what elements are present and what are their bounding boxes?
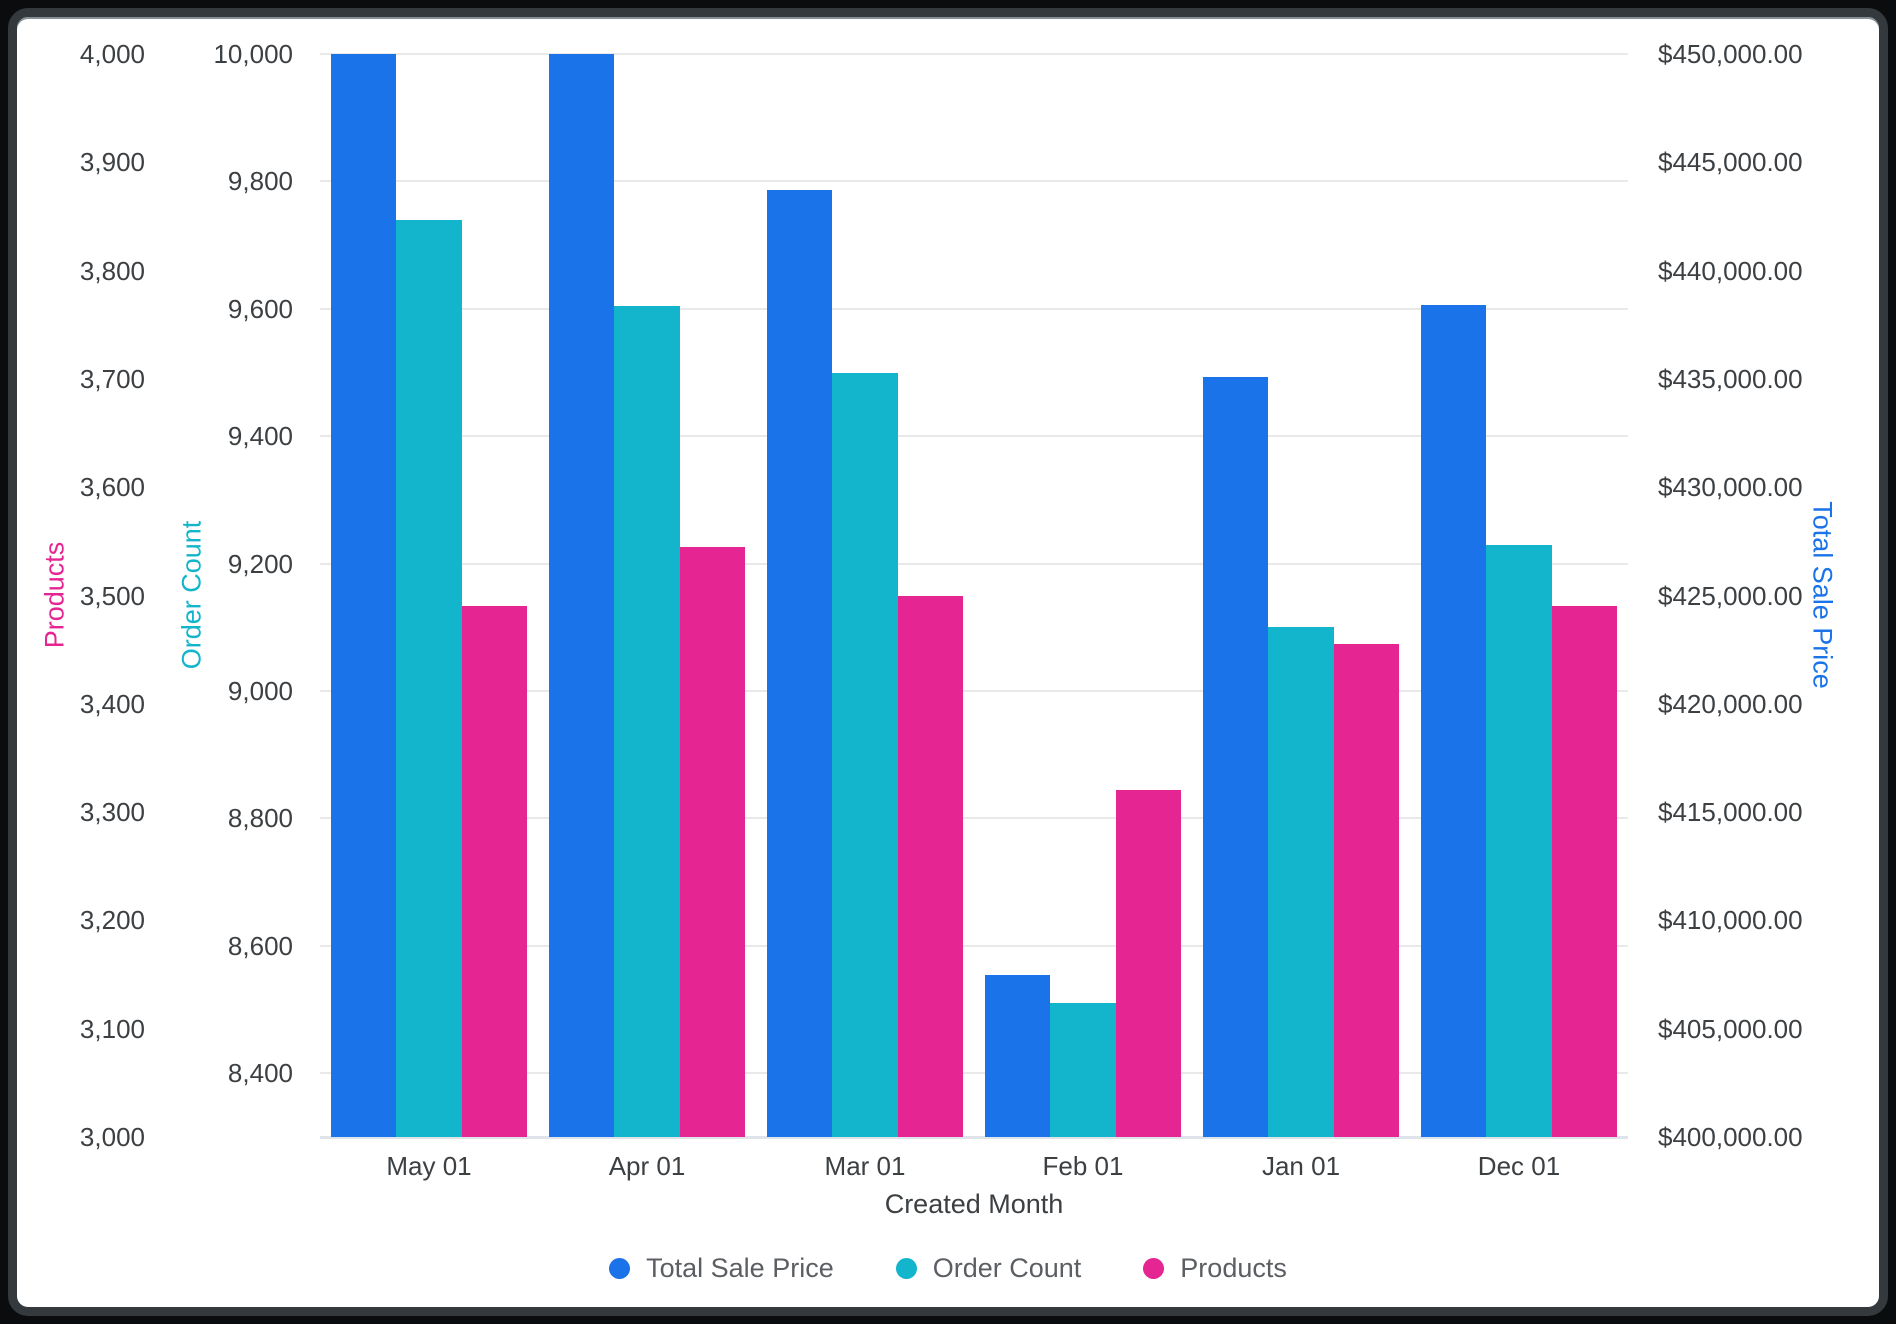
y-tick-label: 8,800 <box>227 803 293 834</box>
bar-order-count-jan-01[interactable] <box>1268 627 1334 1137</box>
y-tick-label: 9,000 <box>227 676 293 707</box>
y-tick-label: 10,000 <box>213 39 293 69</box>
bar-total-sale-price-jan-01[interactable] <box>1203 376 1269 1137</box>
gridline <box>320 817 1628 820</box>
gridline <box>320 690 1628 693</box>
y-tick-label: $430,000.00 <box>1658 472 1803 503</box>
bar-order-count-may-01[interactable] <box>396 219 462 1137</box>
gridline <box>320 562 1628 565</box>
y-tick-label: 9,200 <box>227 548 293 579</box>
bar-total-sale-price-may-01[interactable] <box>331 54 397 1137</box>
legend: Total Sale Price Order Count Products <box>0 1247 1896 1289</box>
x-tick-label: Dec 01 <box>1477 1151 1561 1181</box>
y-tick-label: 3,600 <box>79 472 145 503</box>
bar-products-jan-01[interactable] <box>1333 644 1399 1137</box>
y-tick-label: 3,300 <box>79 797 145 828</box>
bar-products-mar-01[interactable] <box>897 595 963 1137</box>
gridline <box>320 435 1628 438</box>
legend-swatch-icon <box>609 1257 631 1279</box>
legend-label: Products <box>1180 1252 1287 1283</box>
y-tick-label: $420,000.00 <box>1658 688 1803 719</box>
legend-label: Total Sale Price <box>646 1252 834 1283</box>
gridline <box>320 53 1628 55</box>
y-tick-label: 3,900 <box>79 147 145 178</box>
y-tick-label: 8,600 <box>227 930 293 961</box>
bar-products-feb-01[interactable] <box>1115 790 1181 1137</box>
y-tick-label: $435,000.00 <box>1658 363 1803 394</box>
legend-item-products[interactable]: Products <box>1143 1253 1287 1284</box>
bar-order-count-dec-01[interactable] <box>1486 544 1552 1137</box>
gridline <box>320 1072 1628 1075</box>
y-tick-label: $445,000.00 <box>1658 147 1803 178</box>
bar-total-sale-price-dec-01[interactable] <box>1421 305 1487 1137</box>
x-tick-label: Jan 01 <box>1261 1151 1341 1181</box>
y-tick-label: $410,000.00 <box>1658 905 1803 936</box>
x-axis-baseline <box>320 1136 1628 1139</box>
y-tick-label: 3,100 <box>79 1013 145 1044</box>
y-tick-label: $400,000.00 <box>1658 1122 1803 1152</box>
y-axis-title-total-sale-price: Total Sale Price <box>1807 501 1838 689</box>
y-tick-label: $440,000.00 <box>1658 255 1803 286</box>
bar-order-count-feb-01[interactable] <box>1050 1003 1116 1137</box>
y-tick-label: 3,700 <box>79 363 145 394</box>
bar-order-count-apr-01[interactable] <box>614 305 680 1137</box>
legend-item-total-sale-price[interactable]: Total Sale Price <box>609 1253 834 1284</box>
y-axis-title-order-count: Order Count <box>176 520 207 670</box>
y-tick-label: 3,500 <box>79 580 145 611</box>
bar-total-sale-price-mar-01[interactable] <box>767 190 833 1137</box>
x-tick-label: May 01 <box>386 1151 472 1181</box>
bar-products-apr-01[interactable] <box>679 546 745 1137</box>
x-tick-label: Apr 01 <box>608 1151 686 1181</box>
y-tick-label: 3,400 <box>79 688 145 719</box>
y-tick-label: 4,000 <box>79 39 145 69</box>
legend-item-order-count[interactable]: Order Count <box>895 1252 1082 1284</box>
gridline <box>320 307 1628 310</box>
y-tick-label: 9,600 <box>227 293 293 324</box>
y-tick-label: $405,000.00 <box>1658 1013 1803 1044</box>
bar-order-count-mar-01[interactable] <box>832 372 898 1137</box>
bar-products-may-01[interactable] <box>461 606 527 1137</box>
y-tick-label: 3,000 <box>79 1122 145 1152</box>
bar-products-dec-01[interactable] <box>1551 606 1617 1137</box>
y-tick-label: 8,400 <box>227 1058 293 1089</box>
x-tick-label: Mar 01 <box>824 1151 906 1181</box>
y-tick-label: 9,400 <box>227 421 293 452</box>
legend-swatch-icon <box>895 1257 917 1279</box>
y-tick-label: $425,000.00 <box>1658 580 1803 611</box>
y-tick-label: 9,800 <box>227 166 293 197</box>
x-tick-label: Feb 01 <box>1042 1151 1124 1181</box>
y-tick-label: 3,200 <box>79 905 145 936</box>
y-tick-label: $415,000.00 <box>1658 797 1803 828</box>
bar-total-sale-price-feb-01[interactable] <box>985 974 1051 1137</box>
y-tick-label: $450,000.00 <box>1658 39 1803 69</box>
legend-swatch-icon <box>1143 1257 1165 1279</box>
gridline <box>320 180 1628 183</box>
gridline <box>320 944 1628 947</box>
y-tick-label: 3,800 <box>79 255 145 286</box>
x-axis-title: Created Month <box>884 1189 1064 1219</box>
legend-label: Order Count <box>932 1252 1082 1283</box>
bar-total-sale-price-apr-01[interactable] <box>549 54 615 1137</box>
